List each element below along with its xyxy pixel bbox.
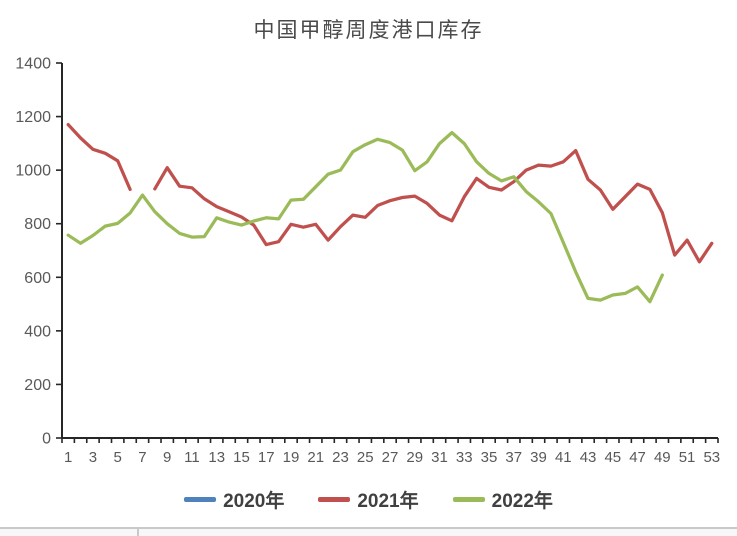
x-axis-tick-label: 29 (406, 449, 423, 466)
y-axis-tick-label: 0 (42, 431, 51, 448)
x-axis-tick-label: 27 (382, 449, 399, 466)
legend-item-2020[interactable]: 2020年 (184, 486, 284, 513)
x-axis-tick-label: 11 (184, 449, 200, 466)
x-axis-tick-label: 17 (258, 449, 275, 466)
y-axis-tick-label: 200 (24, 377, 51, 394)
legend-label-2022: 2022年 (491, 491, 553, 512)
y-axis-tick-label: 1400 (15, 56, 51, 73)
x-axis-tick-label: 23 (332, 449, 349, 466)
table-fragment (0, 527, 737, 536)
chart-legend: 2020年 2021年 2022年 (0, 486, 737, 513)
y-axis-tick-label: 800 (24, 216, 51, 233)
x-axis-tick-label: 37 (505, 449, 522, 466)
x-axis-tick-label: 35 (481, 449, 498, 466)
x-axis-tick-label: 39 (530, 449, 547, 466)
x-axis-tick-label: 33 (456, 449, 473, 466)
table-divider (137, 529, 139, 536)
x-axis-tick-label: 5 (114, 449, 122, 466)
x-axis-tick-label: 25 (357, 449, 374, 466)
x-axis-tick-label: 15 (233, 449, 250, 466)
x-axis-tick-label: 41 (555, 449, 572, 466)
x-axis-tick-label: 53 (703, 449, 720, 466)
x-axis-tick-label: 21 (307, 449, 324, 466)
legend-marker-2021-icon (318, 497, 351, 502)
x-axis-tick-label: 47 (629, 449, 646, 466)
legend-item-2021[interactable]: 2021年 (318, 486, 419, 513)
x-axis-tick-label: 19 (283, 449, 300, 466)
x-axis-tick-label: 31 (431, 449, 448, 466)
y-axis-tick-label: 600 (24, 270, 51, 287)
x-axis-tick-label: 3 (89, 449, 97, 466)
x-axis-tick-label: 51 (679, 449, 696, 466)
series-line-2022 (66, 130, 664, 304)
x-axis-tick-label: 49 (654, 449, 671, 466)
x-axis-tick-label: 7 (138, 449, 146, 466)
legend-marker-2020-icon (184, 497, 217, 502)
x-axis-tick-label: 9 (163, 449, 171, 466)
x-axis-tick-label: 43 (580, 449, 597, 466)
legend-label-2021: 2021年 (357, 491, 419, 512)
legend-item-2022[interactable]: 2022年 (452, 486, 553, 513)
series-line-2021 (66, 122, 714, 264)
x-axis-tick-label: 13 (208, 449, 225, 466)
y-axis-tick-label: 400 (24, 323, 51, 340)
chart-title: 中国甲醇周度港口库存 (253, 18, 484, 42)
y-axis-tick-label: 1200 (15, 109, 51, 126)
y-axis-tick-label: 1000 (15, 163, 51, 180)
legend-marker-2022-icon (452, 497, 485, 502)
legend-label-2020: 2020年 (223, 491, 285, 512)
x-axis-tick-label: 1 (64, 449, 72, 466)
x-axis-tick-label: 45 (604, 449, 621, 466)
